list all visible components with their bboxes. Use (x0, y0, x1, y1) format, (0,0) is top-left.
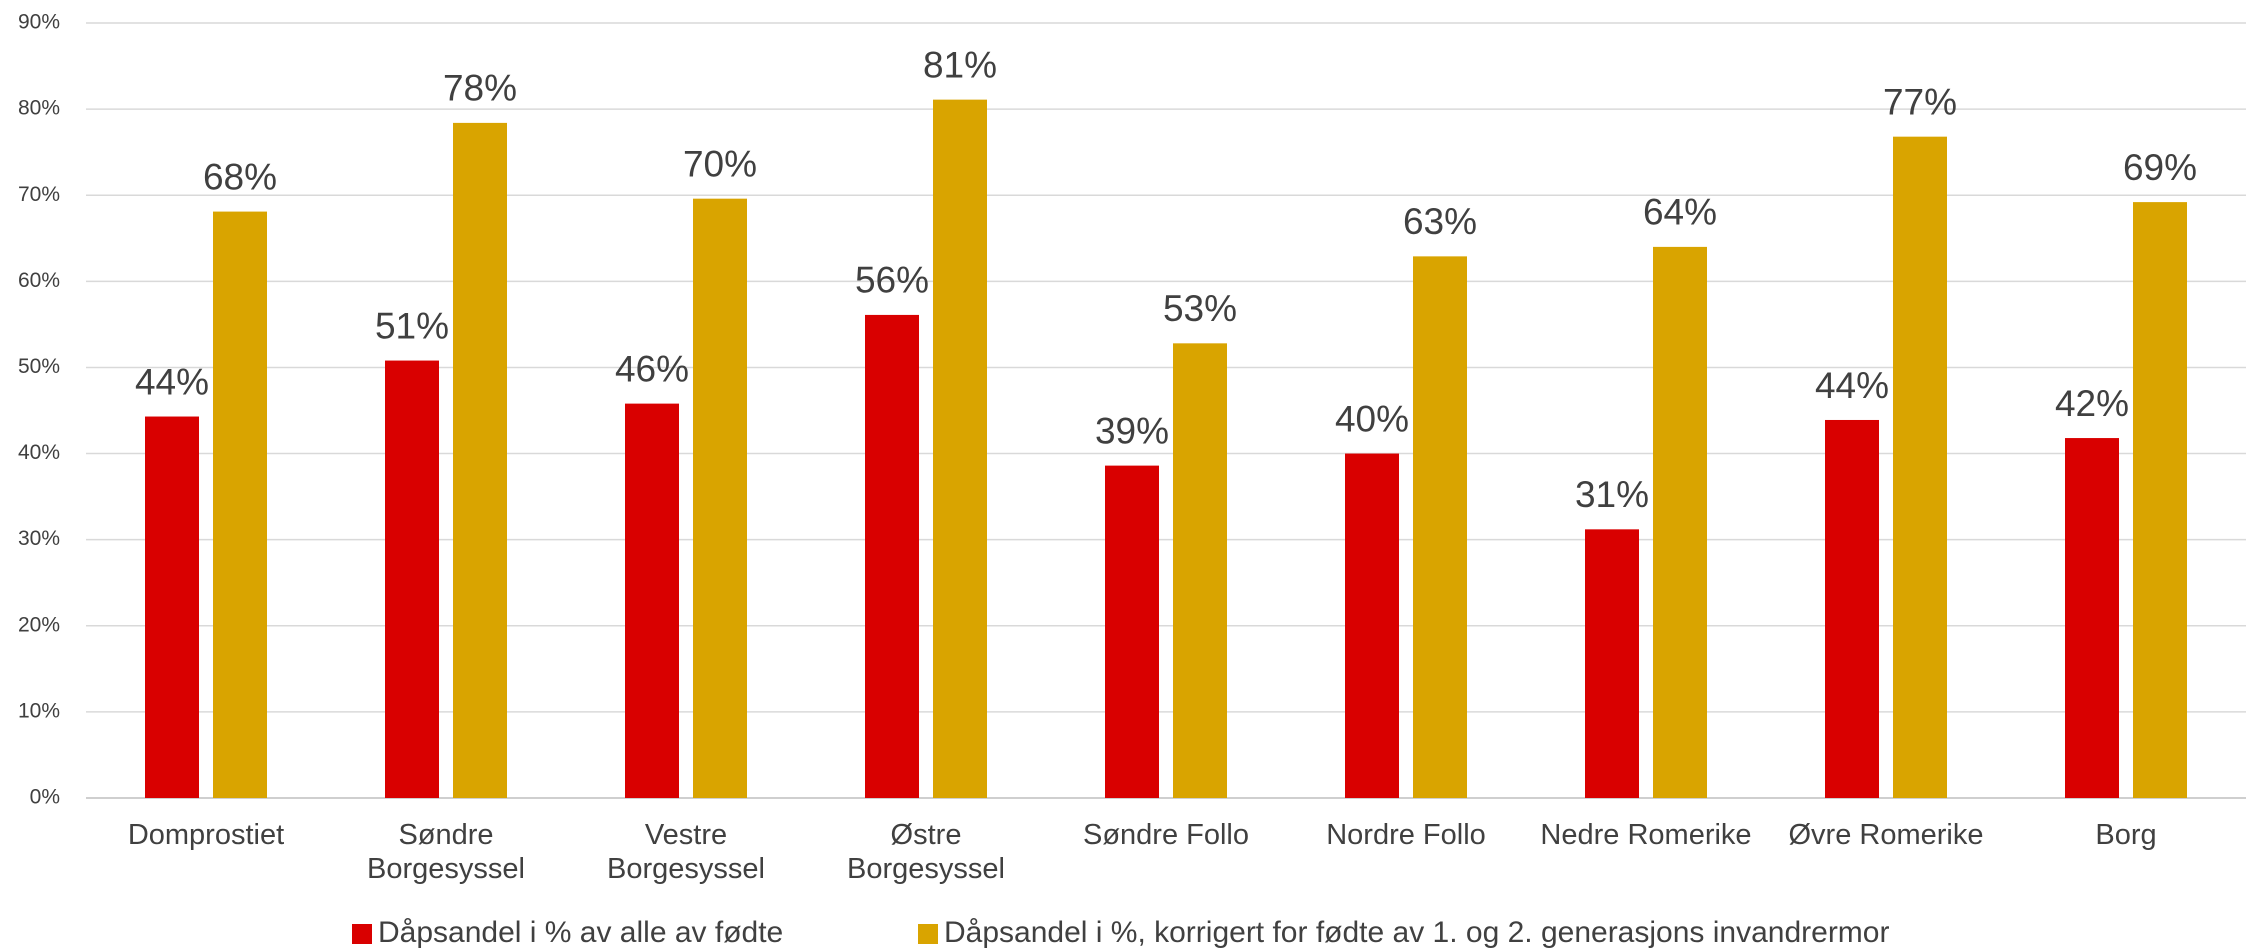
bar (865, 314, 919, 798)
data-label: 68% (203, 156, 277, 197)
x-tick-label: Nordre Follo (1326, 819, 1486, 851)
y-tick-label: 60% (18, 269, 60, 292)
data-label: 46% (615, 348, 689, 389)
data-label: 78% (443, 68, 517, 109)
bar (385, 360, 439, 798)
data-label: 77% (1883, 81, 1957, 122)
data-label: 70% (683, 143, 757, 184)
y-tick-label: 20% (18, 613, 60, 636)
legend-label: Dåpsandel i % av alle av fødte (378, 916, 783, 949)
data-label: 40% (1335, 398, 1409, 439)
bar (453, 122, 507, 798)
bar (1105, 465, 1159, 798)
data-label: 64% (1643, 192, 1717, 233)
bar (1585, 529, 1639, 798)
bar (1413, 256, 1467, 799)
bar (2065, 438, 2119, 798)
bar (213, 211, 267, 799)
x-tick-label: Borg (2095, 819, 2157, 851)
y-tick-label: 0% (30, 786, 60, 809)
x-tick-label: Vestre Borgesyssel (607, 819, 765, 885)
x-tick-label: Søndre Follo (1082, 819, 1249, 851)
data-label: 63% (1403, 201, 1477, 242)
bar (1345, 453, 1399, 798)
y-tick-label: 40% (18, 441, 60, 464)
x-tick-label: Østre Borgesyssel (847, 819, 1005, 885)
data-label: 81% (923, 44, 997, 85)
x-tick-label: Øvre Romerike (1788, 819, 1984, 851)
x-tick-label: Domprostiet (127, 819, 285, 851)
y-tick-label: 30% (18, 527, 60, 550)
data-label: 53% (1163, 288, 1237, 329)
data-label: 44% (1815, 365, 1889, 406)
data-label: 31% (1575, 474, 1649, 515)
y-tick-label: 70% (18, 183, 60, 206)
data-label: 56% (855, 260, 929, 301)
bar (693, 198, 747, 798)
bar (1173, 343, 1227, 798)
data-label: 42% (2055, 383, 2129, 424)
bar (625, 403, 679, 798)
legend-swatch (918, 924, 938, 944)
y-tick-label: 10% (18, 699, 60, 722)
y-tick-label: 50% (18, 355, 60, 378)
y-tick-label: 90% (18, 11, 60, 34)
data-label: 51% (375, 305, 449, 346)
data-label: 69% (2123, 147, 2197, 188)
data-label: 39% (1095, 410, 1169, 451)
y-tick-label: 80% (18, 97, 60, 120)
bar (1825, 419, 1879, 798)
bar (1653, 246, 1707, 798)
x-tick-label: Nedre Romerike (1540, 819, 1752, 851)
x-tick-label: Søndre Borgesyssel (367, 819, 525, 885)
bar (933, 99, 987, 798)
data-label: 44% (135, 361, 209, 402)
legend-label: Dåpsandel i %, korrigert for fødte av 1.… (944, 916, 1889, 949)
bar (2133, 202, 2187, 799)
legend-swatch (352, 924, 372, 944)
bar (145, 416, 199, 798)
bar (1893, 136, 1947, 798)
